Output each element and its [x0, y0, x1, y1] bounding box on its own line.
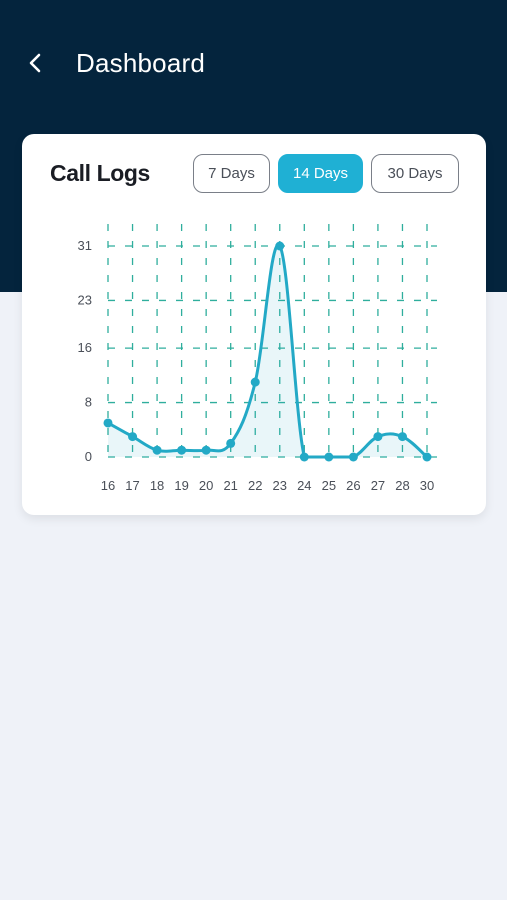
page-title: Dashboard [76, 48, 205, 78]
y-tick-label: 23 [78, 292, 92, 307]
x-tick-label: 20 [199, 478, 213, 493]
x-tick-label: 23 [273, 478, 287, 493]
x-tick-label: 28 [395, 478, 409, 493]
data-point [201, 445, 211, 455]
data-point [299, 452, 309, 462]
data-point [324, 452, 334, 462]
data-point [373, 432, 383, 442]
data-point [226, 438, 236, 448]
call-logs-card: Call Logs 7 Days 14 Days 30 Days 0 8 16 23 3… [22, 134, 486, 515]
x-tick-label: 16 [101, 478, 115, 493]
x-tick-label: 21 [223, 478, 237, 493]
back-button[interactable] [20, 50, 50, 80]
data-point [250, 377, 260, 387]
y-tick-label: 16 [78, 340, 92, 355]
range-30-days-button[interactable]: 30 Days [371, 154, 459, 193]
x-tick-label: 25 [322, 478, 336, 493]
range-14-days-button[interactable]: 14 Days [278, 154, 363, 193]
line-area-fill [108, 244, 427, 457]
x-tick-label: 22 [248, 478, 262, 493]
data-point [275, 241, 285, 251]
data-point [422, 452, 432, 462]
data-point [128, 432, 138, 442]
x-tick-label: 17 [125, 478, 139, 493]
y-tick-label: 8 [85, 395, 92, 410]
x-tick-label: 24 [297, 478, 311, 493]
data-point [348, 452, 358, 462]
data-point [152, 445, 162, 455]
card-title: Call Logs [50, 160, 150, 186]
x-tick-label: 30 [420, 478, 434, 493]
call-logs-line-chart: 0 8 16 23 31 16 17 18 19 20 21 22 23 24 25 26 27 28 30 [78, 224, 437, 493]
data-point [397, 432, 407, 442]
y-tick-label: 31 [78, 238, 92, 253]
x-tick-label: 26 [346, 478, 360, 493]
y-tick-label: 0 [85, 449, 92, 464]
x-tick-label: 18 [150, 478, 164, 493]
x-tick-label: 27 [371, 478, 385, 493]
x-tick-label: 19 [174, 478, 188, 493]
data-point [103, 418, 113, 428]
data-point [177, 445, 187, 455]
series-line [106, 243, 429, 459]
chevron-left-icon [28, 52, 42, 79]
range-7-days-button[interactable]: 7 Days [193, 154, 270, 193]
